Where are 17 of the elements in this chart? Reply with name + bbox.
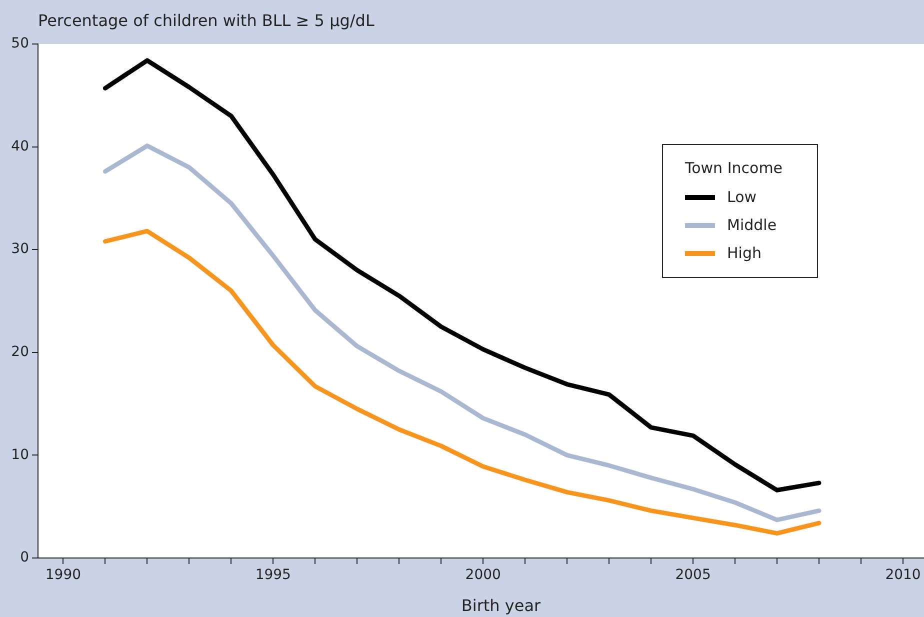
x-tick-label: 2010 (885, 567, 921, 584)
y-tick-label: 20 (11, 344, 29, 360)
x-tick-label: 1995 (255, 567, 291, 584)
y-tick-label: 0 (20, 550, 29, 566)
y-tick-label: 30 (11, 241, 29, 258)
legend-label: High (727, 244, 762, 262)
x-axis-title: Birth year (461, 596, 542, 616)
x-tick-label: 2000 (465, 567, 501, 584)
legend-title: Town Income (685, 159, 784, 177)
y-tick-label: 10 (11, 446, 29, 463)
y-axis-title: Percentage of children with BLL ≥ 5 µg/dL (38, 11, 374, 30)
legend-label: Low (727, 188, 757, 206)
y-tick-label: 50 (11, 36, 29, 52)
y-tick-label: 40 (11, 138, 29, 154)
x-tick-label: 2005 (675, 567, 711, 584)
x-tick-label: 1990 (45, 567, 82, 584)
legend-label: Middle (727, 216, 777, 234)
